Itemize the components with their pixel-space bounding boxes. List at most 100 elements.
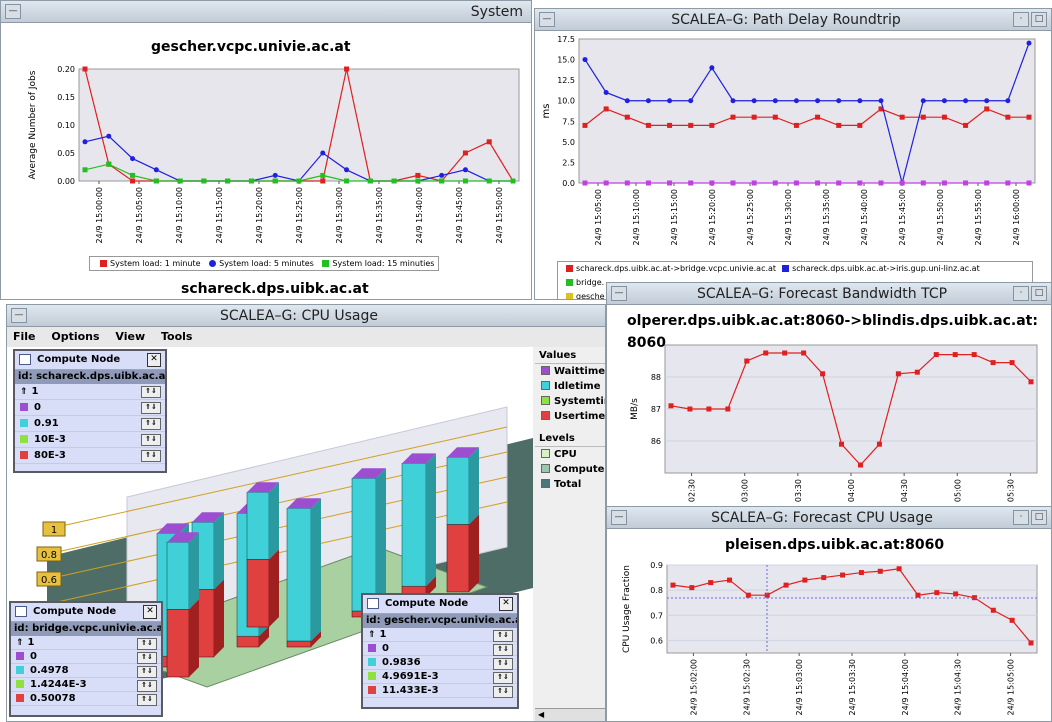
node-value-row: 80E-3 ⇑⇓ — [15, 448, 165, 464]
forecast-cpu-titlebar[interactable]: — SCALEA–G: Forecast CPU Usage · □ — [607, 507, 1051, 529]
node-value: 0.9836 — [382, 657, 421, 668]
window-menu-icon[interactable]: — — [11, 308, 27, 323]
path-delay-title: SCALEA–G: Path Delay Roundtrip — [671, 12, 901, 28]
cpu-bar[interactable] — [246, 482, 279, 628]
menu-options[interactable]: Options — [51, 330, 100, 343]
legend-idletime[interactable]: Idletime — [535, 379, 605, 394]
node-value-row: 10E-3 ⇑⇓ — [15, 432, 165, 448]
minimize-icon[interactable]: · — [1013, 12, 1029, 27]
bar-idletime-side — [269, 482, 279, 560]
minimize-icon[interactable]: · — [1013, 286, 1029, 301]
data-point — [667, 98, 673, 104]
data-point — [367, 178, 373, 184]
legend-usertime[interactable]: Usertime — [535, 409, 605, 424]
node-value-row: 1.4244E-3 ⇑⇓ — [11, 678, 161, 692]
x-tick-label: 24/9 15:50:00 — [495, 187, 504, 243]
node-count-row: ⇑ 1 ⇑⇓ — [15, 384, 165, 400]
data-point — [1026, 180, 1032, 186]
sort-icon[interactable]: ⇑⇓ — [137, 680, 157, 692]
maximize-icon[interactable]: □ — [1031, 510, 1047, 525]
data-point — [320, 150, 326, 156]
sort-icon[interactable]: ⇑⇓ — [137, 666, 157, 678]
data-point — [744, 358, 750, 364]
cpu-bar[interactable] — [446, 447, 479, 593]
x-tick-label: 03:00 — [741, 479, 750, 502]
horizontal-scrollbar[interactable]: ◀ — [535, 708, 605, 721]
window-menu-icon[interactable]: — — [611, 510, 627, 525]
compute-node-header[interactable]: Compute Node ✕ — [363, 595, 517, 614]
data-point — [751, 114, 757, 120]
menu-view[interactable]: View — [115, 330, 146, 343]
axis-tag: 0.6 — [36, 571, 62, 587]
compute-node-header[interactable]: Compute Node ✕ — [15, 351, 165, 370]
data-point — [688, 122, 694, 128]
close-icon[interactable]: ✕ — [499, 597, 513, 611]
menu-file[interactable]: File — [13, 330, 36, 343]
data-point — [772, 114, 778, 120]
close-icon[interactable]: ✕ — [147, 353, 161, 367]
sort-icon[interactable]: ⇑⇓ — [141, 386, 161, 398]
x-tick-label: 24/9 15:15:00 — [215, 187, 224, 243]
x-tick-label: 24/9 15:04:00 — [901, 659, 910, 715]
legend-systemtime[interactable]: Systemtim — [535, 394, 605, 409]
sort-icon[interactable]: ⇑⇓ — [137, 652, 157, 664]
data-point — [709, 122, 715, 128]
sort-icon[interactable]: ⇑⇓ — [493, 686, 513, 698]
legend-waittime[interactable]: Waittime — [535, 364, 605, 379]
sort-icon[interactable]: ⇑⇓ — [493, 630, 513, 642]
compute-node-panel-schareck[interactable]: Compute Node ✕ id: schareck.dps.uibk.ac.a… — [13, 349, 167, 473]
cpu-bar[interactable] — [286, 498, 321, 648]
systemtime-swatch — [541, 396, 550, 405]
data-point — [153, 178, 159, 184]
sort-icon[interactable]: ⇑⇓ — [141, 450, 161, 462]
legend-label: Systemtim — [554, 396, 605, 407]
y-tick-label: 12.5 — [557, 76, 575, 85]
sort-icon[interactable]: ⇑⇓ — [141, 418, 161, 430]
compute-node-panel-gescher[interactable]: Compute Node ✕ id: gescher.vcpc.univie.ac… — [361, 593, 519, 709]
data-point — [177, 178, 183, 184]
path-delay-titlebar[interactable]: — SCALEA–G: Path Delay Roundtrip · □ — [535, 9, 1051, 31]
sort-icon[interactable]: ⇑⇓ — [493, 672, 513, 684]
legend-compute[interactable]: Compute I — [535, 462, 605, 477]
bandwidth-titlebar[interactable]: — SCALEA–G: Forecast Bandwidth TCP · □ — [607, 283, 1051, 305]
legend-cpu[interactable]: CPU — [535, 447, 605, 462]
maximize-icon[interactable]: □ — [1031, 12, 1047, 27]
data-point — [793, 180, 799, 186]
sort-icon[interactable]: ⇑⇓ — [141, 434, 161, 446]
legend-total[interactable]: Total — [535, 477, 605, 492]
y-tick-label: 2.5 — [562, 158, 575, 167]
systemtime-swatch — [16, 680, 24, 688]
sort-icon[interactable]: ⇑⇓ — [493, 658, 513, 670]
data-point — [1005, 180, 1011, 186]
compute-node-header[interactable]: Compute Node ✕ — [11, 603, 161, 622]
sort-icon[interactable]: ⇑⇓ — [137, 694, 157, 706]
legend-swatch-5min — [209, 260, 217, 267]
minimize-icon[interactable]: · — [1013, 510, 1029, 525]
plot-area — [78, 68, 520, 182]
data-point — [670, 582, 676, 588]
y-tick-label: 0.8 — [650, 586, 663, 595]
window-menu-icon[interactable]: — — [5, 4, 21, 19]
cpu-bar[interactable] — [166, 532, 199, 678]
menu-tools[interactable]: Tools — [160, 330, 193, 343]
data-point — [751, 180, 757, 186]
sort-icon[interactable]: ⇑⇓ — [141, 402, 161, 414]
data-point — [934, 590, 940, 596]
node-id: id: schareck.dps.uibk.ac.at — [15, 370, 165, 384]
x-tick-label: 24/9 15:00:00 — [95, 187, 104, 243]
sort-icon[interactable]: ⇑⇓ — [137, 638, 157, 650]
window-menu-icon[interactable]: — — [611, 286, 627, 301]
cpu-usage-titlebar[interactable]: — SCALEA–G: CPU Usage — [7, 305, 605, 327]
system-chart-title: gescher.vcpc.univie.ac.at — [151, 39, 351, 55]
compute-node-panel-bridge[interactable]: Compute Node ✕ id: bridge.vcpc.univie.ac.… — [9, 601, 163, 717]
scroll-left-icon[interactable]: ◀ — [538, 710, 545, 719]
data-point — [603, 106, 609, 112]
cpu-bar[interactable] — [401, 453, 436, 598]
sort-icon[interactable]: ⇑⇓ — [493, 644, 513, 656]
close-icon[interactable]: ✕ — [143, 605, 157, 619]
data-point — [603, 89, 609, 95]
window-menu-icon[interactable]: — — [539, 12, 555, 27]
maximize-icon[interactable]: □ — [1031, 286, 1047, 301]
system-titlebar[interactable]: — System — [1, 1, 531, 23]
window-icon — [15, 606, 27, 617]
